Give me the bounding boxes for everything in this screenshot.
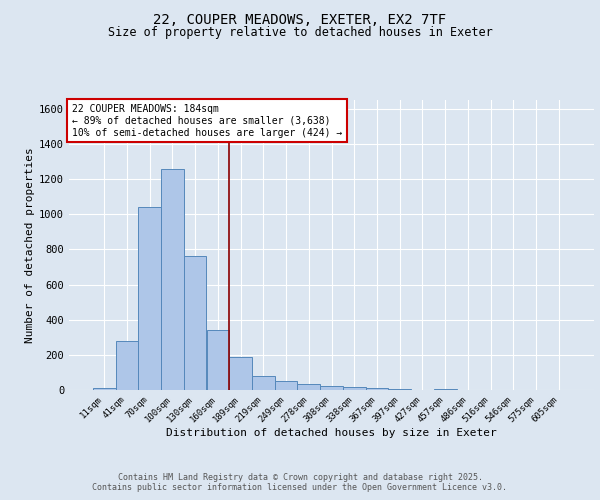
Bar bbox=[252, 376, 275, 390]
Bar bbox=[229, 358, 252, 390]
Y-axis label: Number of detached properties: Number of detached properties bbox=[25, 147, 35, 343]
Bar bbox=[116, 341, 139, 390]
Text: 22 COUPER MEADOWS: 184sqm
← 89% of detached houses are smaller (3,638)
10% of se: 22 COUPER MEADOWS: 184sqm ← 89% of detac… bbox=[71, 104, 342, 138]
Bar bbox=[275, 381, 298, 390]
Bar bbox=[388, 389, 411, 390]
Bar bbox=[161, 168, 184, 390]
Bar bbox=[93, 388, 116, 390]
Bar bbox=[298, 384, 320, 390]
Bar bbox=[206, 330, 229, 390]
Text: Contains public sector information licensed under the Open Government Licence v3: Contains public sector information licen… bbox=[92, 484, 508, 492]
Bar bbox=[139, 207, 161, 390]
Text: 22, COUPER MEADOWS, EXETER, EX2 7TF: 22, COUPER MEADOWS, EXETER, EX2 7TF bbox=[154, 12, 446, 26]
Bar bbox=[320, 386, 343, 390]
Bar bbox=[434, 389, 457, 390]
Text: Contains HM Land Registry data © Crown copyright and database right 2025.: Contains HM Land Registry data © Crown c… bbox=[118, 472, 482, 482]
Bar bbox=[184, 256, 206, 390]
Bar bbox=[343, 388, 365, 390]
X-axis label: Distribution of detached houses by size in Exeter: Distribution of detached houses by size … bbox=[166, 428, 497, 438]
Bar bbox=[365, 388, 388, 390]
Text: Size of property relative to detached houses in Exeter: Size of property relative to detached ho… bbox=[107, 26, 493, 39]
